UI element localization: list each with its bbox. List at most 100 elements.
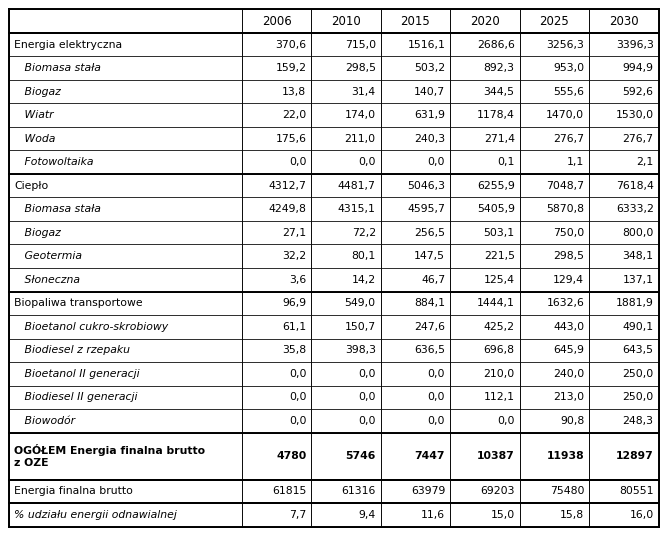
Bar (381, 315, 450, 339)
Text: Biogaz: Biogaz (14, 228, 61, 238)
Bar (381, 197, 450, 221)
Text: Biomasa stała: Biomasa stała (14, 63, 102, 73)
Text: 298,5: 298,5 (345, 63, 376, 73)
Bar (589, 244, 659, 268)
Text: 443,0: 443,0 (553, 322, 584, 332)
Bar (242, 503, 311, 527)
Text: 96,9: 96,9 (282, 298, 307, 308)
Bar (242, 103, 311, 127)
Bar (589, 103, 659, 127)
Bar (589, 33, 659, 56)
Text: 250,0: 250,0 (623, 392, 654, 403)
Bar (381, 292, 450, 315)
Text: 256,5: 256,5 (414, 228, 446, 238)
Text: 2020: 2020 (470, 14, 500, 28)
Bar (242, 409, 311, 433)
Text: 80,1: 80,1 (351, 251, 376, 261)
Text: 6333,2: 6333,2 (616, 204, 654, 214)
Text: Bioetanol II generacji: Bioetanol II generacji (14, 369, 140, 379)
Bar (9, 80, 242, 103)
Text: 13,8: 13,8 (282, 87, 307, 96)
Bar (9, 362, 242, 385)
Text: 61815: 61815 (272, 486, 307, 496)
Bar (242, 433, 311, 480)
Bar (381, 268, 450, 292)
Bar (9, 103, 242, 127)
Bar (242, 292, 311, 315)
Text: 4780: 4780 (276, 451, 307, 461)
Bar (9, 56, 242, 80)
Text: 298,5: 298,5 (553, 251, 584, 261)
Text: 46,7: 46,7 (421, 275, 446, 285)
Bar (242, 33, 311, 56)
Bar (242, 362, 311, 385)
Text: 6255,9: 6255,9 (477, 181, 515, 191)
Text: 398,3: 398,3 (345, 345, 376, 355)
Text: 12897: 12897 (616, 451, 654, 461)
Text: 549,0: 549,0 (345, 298, 376, 308)
Text: 9,4: 9,4 (359, 510, 376, 520)
Bar (450, 503, 520, 527)
Text: Fotowoltaika: Fotowoltaika (14, 157, 94, 167)
Text: 0,0: 0,0 (289, 392, 307, 403)
Text: Biopaliwa transportowe: Biopaliwa transportowe (14, 298, 143, 308)
Text: 0,0: 0,0 (289, 369, 307, 379)
Text: 0,0: 0,0 (428, 369, 446, 379)
Bar (9, 339, 242, 362)
Bar (520, 292, 589, 315)
Text: 2010: 2010 (331, 14, 361, 28)
Text: 4315,1: 4315,1 (338, 204, 376, 214)
Text: 4249,8: 4249,8 (269, 204, 307, 214)
Text: 696,8: 696,8 (484, 345, 515, 355)
Text: 16,0: 16,0 (629, 510, 654, 520)
Text: 140,7: 140,7 (414, 87, 446, 96)
Bar (520, 433, 589, 480)
Text: 636,5: 636,5 (414, 345, 446, 355)
Text: 175,6: 175,6 (275, 133, 307, 144)
Bar (589, 433, 659, 480)
Text: 1530,0: 1530,0 (615, 110, 654, 120)
Bar (450, 362, 520, 385)
Text: 994,9: 994,9 (623, 63, 654, 73)
Text: 631,9: 631,9 (414, 110, 446, 120)
Bar (520, 80, 589, 103)
Bar (450, 56, 520, 80)
Text: 0,0: 0,0 (428, 392, 446, 403)
Text: Energia elektryczna: Energia elektryczna (14, 40, 122, 50)
Bar (381, 151, 450, 174)
Text: 15,8: 15,8 (560, 510, 584, 520)
Bar (311, 56, 381, 80)
Bar (520, 503, 589, 527)
Bar (450, 315, 520, 339)
Text: 0,0: 0,0 (358, 157, 376, 167)
Bar (381, 33, 450, 56)
Text: 953,0: 953,0 (553, 63, 584, 73)
Text: 250,0: 250,0 (623, 369, 654, 379)
Text: Geotermia: Geotermia (14, 251, 82, 261)
Text: 2686,6: 2686,6 (477, 40, 515, 50)
Bar (381, 56, 450, 80)
Bar (589, 292, 659, 315)
Bar (450, 151, 520, 174)
Bar (589, 409, 659, 433)
Bar (242, 80, 311, 103)
Bar (242, 315, 311, 339)
Bar (242, 268, 311, 292)
Text: 1881,9: 1881,9 (616, 298, 654, 308)
Bar (589, 480, 659, 503)
Text: 2,1: 2,1 (637, 157, 654, 167)
Text: 27,1: 27,1 (282, 228, 307, 238)
Bar (381, 480, 450, 503)
Text: 1,1: 1,1 (567, 157, 584, 167)
Text: 4595,7: 4595,7 (407, 204, 446, 214)
Text: 11,6: 11,6 (421, 510, 446, 520)
Bar (589, 174, 659, 197)
Text: 884,1: 884,1 (414, 298, 446, 308)
Bar (450, 80, 520, 103)
Text: 32,2: 32,2 (282, 251, 307, 261)
Text: 2025: 2025 (540, 14, 569, 28)
Text: 0,0: 0,0 (497, 416, 515, 426)
Text: Biomasa stała: Biomasa stała (14, 204, 102, 214)
Bar (242, 56, 311, 80)
Bar (311, 409, 381, 433)
